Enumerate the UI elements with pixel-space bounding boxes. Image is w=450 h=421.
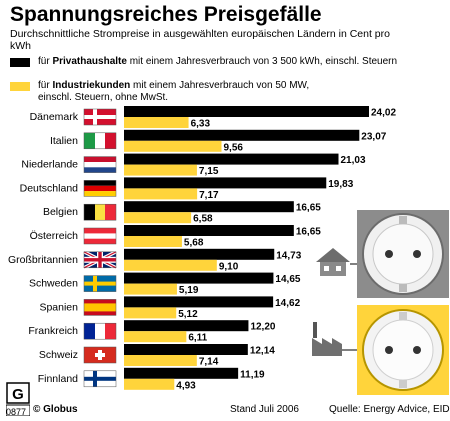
value-label-private: 12,20 — [250, 322, 275, 333]
bar-private — [124, 344, 248, 355]
value-label-private: 12,14 — [250, 346, 275, 357]
value-label-industry: 9,56 — [224, 142, 244, 153]
value-label-private: 14,65 — [275, 274, 300, 285]
globus-logo: G — [5, 382, 31, 417]
value-label-private: 16,65 — [296, 227, 321, 238]
bar-industry — [124, 259, 217, 271]
italy-flag-icon — [83, 132, 117, 150]
value-label-industry: 6,11 — [188, 333, 207, 344]
bar-private — [124, 248, 275, 260]
value-label-private: 14,73 — [276, 250, 301, 261]
factory-icon — [312, 322, 357, 356]
france-flag-icon — [83, 322, 117, 340]
bar-industry — [124, 140, 222, 152]
country-label: Schweden — [29, 278, 78, 290]
bars-layer: Dänemark 24,02 6,33 Italien 23,07 9,56 Niederl… — [8, 106, 396, 391]
bar-industry — [124, 236, 182, 247]
value-label-private: 14,62 — [275, 298, 300, 309]
value-label-private: 16,65 — [296, 203, 321, 214]
value-label-private: 24,02 — [371, 108, 396, 119]
value-label-industry: 5,12 — [178, 309, 198, 320]
value-label-industry: 5,68 — [184, 238, 204, 249]
footer-brand: © Globus — [33, 404, 78, 415]
bar-industry — [124, 188, 198, 200]
value-label-industry: 4,93 — [176, 380, 196, 391]
decor-layer — [312, 210, 449, 395]
legend-swatch-private — [10, 58, 30, 67]
country-label: Schweiz — [39, 349, 78, 361]
bar-private — [124, 320, 249, 332]
uk-flag-icon — [83, 250, 117, 270]
globus-logo-icon: G — [5, 382, 31, 417]
legend-text-industry: für Industriekunden mit einem Jahresverb… — [38, 80, 310, 103]
bar-private — [124, 153, 339, 165]
country-label: Großbritannien — [8, 254, 78, 266]
bar-industry — [124, 378, 175, 390]
netherlands-flag-icon — [83, 156, 117, 173]
value-label-industry: 9,10 — [219, 261, 239, 272]
country-label: Österreich — [30, 230, 79, 242]
bar-industry — [124, 331, 187, 343]
bar-private — [124, 106, 369, 117]
bar-private — [124, 367, 239, 379]
socket-grey-icon — [357, 210, 449, 298]
bar-private — [124, 201, 294, 213]
denmark-flag-icon — [83, 108, 117, 126]
country-label: Frankreich — [28, 325, 78, 337]
bar-industry — [124, 164, 197, 176]
chart-title: Spannungsreiches Preisgefälle — [10, 3, 322, 26]
bar-private — [124, 272, 274, 284]
country-label: Finnland — [38, 373, 78, 385]
value-label-private: 19,83 — [328, 179, 353, 190]
value-label-industry: 6,58 — [193, 214, 213, 225]
legend-text-private: für Privathaushalte mit einem Jahresverb… — [38, 56, 398, 67]
country-label: Spanien — [39, 301, 78, 313]
value-label-industry: 7,17 — [199, 190, 219, 201]
country-label: Belgien — [43, 206, 78, 218]
value-label-industry: 6,33 — [191, 119, 211, 130]
chart-subtitle: Durchschnittliche Strompreise in ausgewä… — [10, 28, 390, 52]
footer-source: Quelle: Energy Advice, EID — [329, 404, 450, 415]
bar-industry — [124, 117, 189, 128]
germany-flag-icon — [83, 180, 117, 197]
sweden-flag-icon — [83, 275, 117, 292]
belgium-flag-icon — [83, 203, 117, 221]
value-label-private: 11,19 — [240, 369, 265, 380]
country-label: Italien — [50, 135, 78, 147]
bar-private — [124, 296, 274, 308]
socket-yellow-icon — [357, 305, 449, 395]
legend-swatch-industry — [10, 82, 30, 91]
austria-flag-icon — [83, 227, 117, 245]
bar-industry — [124, 307, 177, 319]
value-label-industry: 7,15 — [199, 166, 219, 177]
country-label: Deutschland — [20, 182, 79, 194]
bar-industry — [124, 283, 177, 295]
svg-text:G: G — [12, 386, 24, 403]
country-label: Niederlande — [21, 159, 78, 171]
finland-flag-icon — [83, 370, 117, 388]
value-label-industry: 5,19 — [179, 285, 199, 296]
bar-private — [124, 129, 360, 141]
switzerland-flag-icon — [83, 346, 117, 364]
bar-private — [124, 225, 294, 236]
bar-industry — [124, 355, 197, 366]
country-label: Dänemark — [30, 111, 79, 123]
spain-flag-icon — [83, 299, 117, 316]
value-label-industry: 7,14 — [199, 357, 219, 368]
value-label-private: 23,07 — [361, 131, 386, 142]
footer-date: Stand Juli 2006 — [230, 404, 299, 415]
bar-industry — [124, 212, 192, 224]
logo-code: 0877 — [6, 407, 27, 417]
bar-private — [124, 177, 327, 189]
house-icon — [316, 248, 357, 276]
value-label-private: 21,03 — [341, 155, 366, 166]
